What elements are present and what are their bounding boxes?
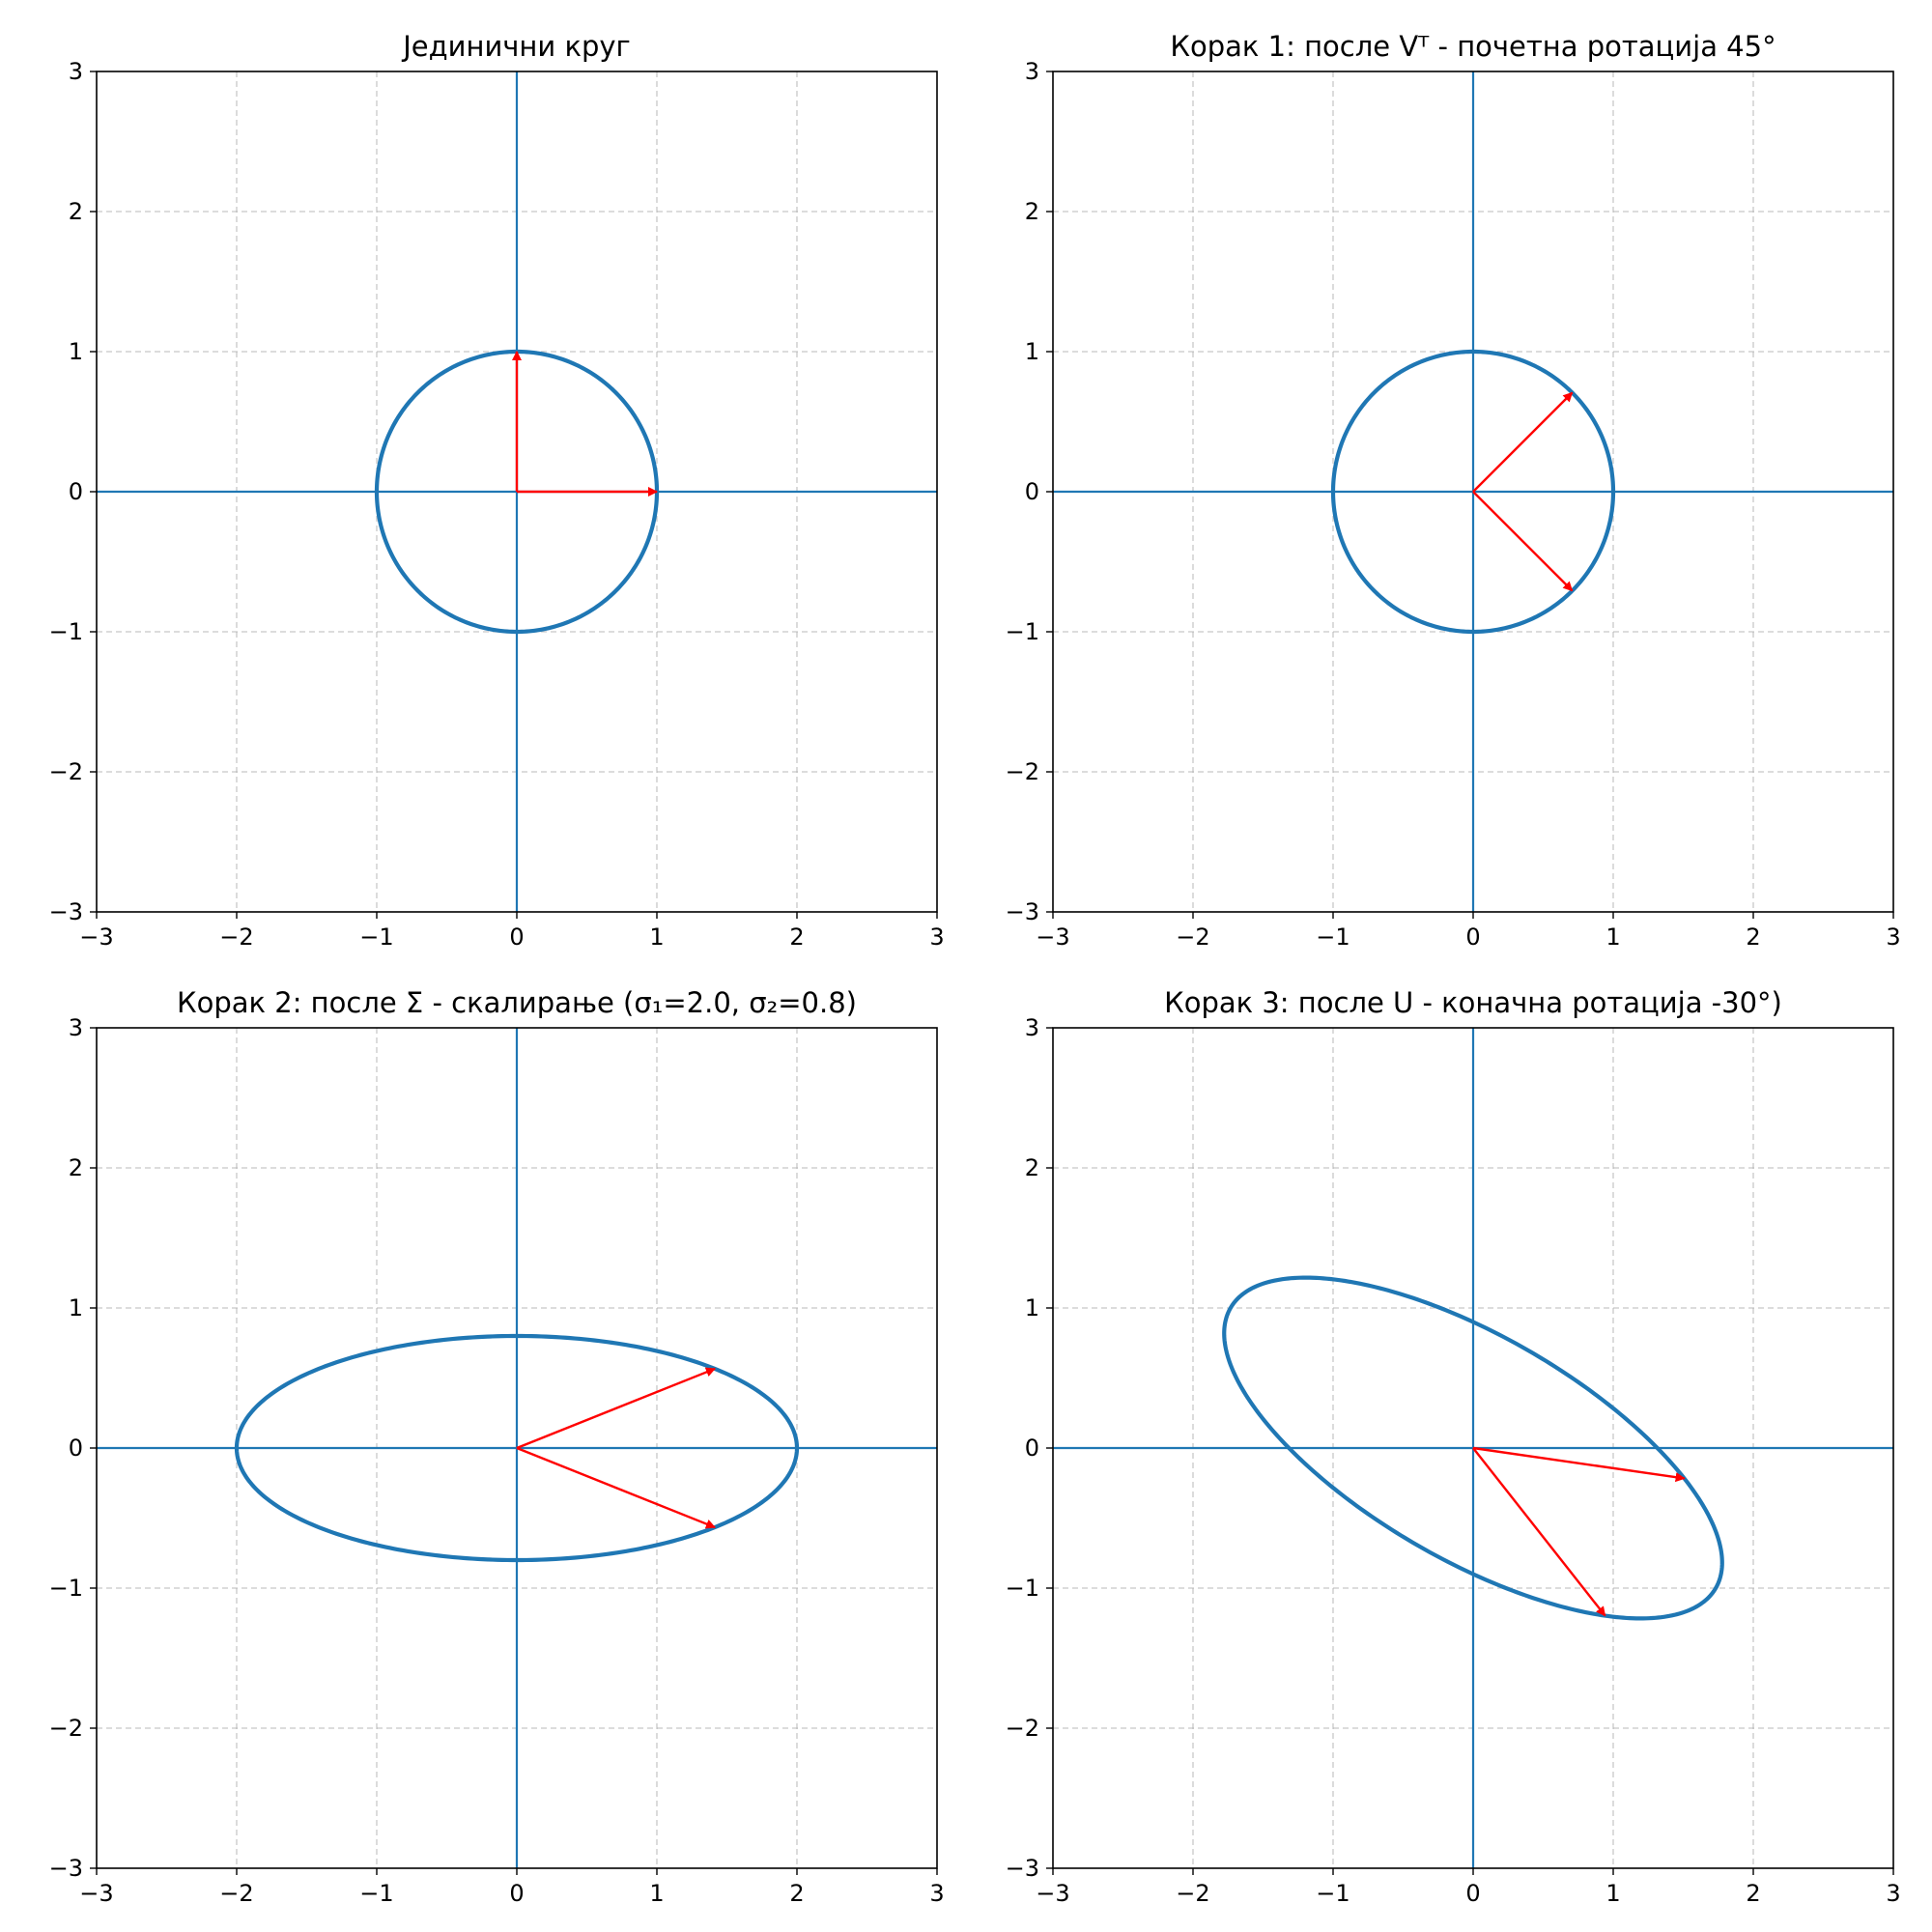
subplot-3: −3 −2 −1 0 1 2 3 −3 −2 −1 0 1 2 3 Корак 2: после Σ - с… (49, 986, 945, 1907)
x-tick-label: −3 (79, 923, 113, 951)
subplot-title: Корак 1: после Vᵀ - почетна ротација 45° (1170, 30, 1776, 63)
x-tick-label: −2 (1176, 923, 1209, 951)
y-tick-label: 1 (1025, 338, 1039, 365)
basis-vector-2 (516, 1446, 716, 1529)
x-tick-label: 2 (1746, 923, 1760, 951)
y-tick-label: 0 (69, 478, 83, 505)
subplot-title: Корак 3: после U - коначна ротација -30°… (1164, 986, 1782, 1019)
basis-vector-1 (1472, 391, 1574, 493)
x-tick-label: 0 (1465, 923, 1480, 951)
x-tick-label: −3 (1036, 1880, 1069, 1907)
x-tick-label: 1 (649, 1880, 664, 1907)
x-tick-label: 3 (929, 1880, 944, 1907)
x-tick-label: −2 (219, 1880, 253, 1907)
y-tick-label: 1 (69, 1294, 83, 1321)
x-tick-label: 0 (509, 923, 524, 951)
x-tick-label: 0 (509, 1880, 524, 1907)
y-tick-label: 1 (69, 338, 83, 365)
basis-vector-1 (1472, 1446, 1686, 1483)
y-tick-label: 2 (69, 1154, 83, 1181)
y-tick-label: −1 (1006, 1575, 1039, 1602)
x-tick-label: −3 (79, 1880, 113, 1907)
y-tick-label: −3 (1006, 1855, 1039, 1882)
transformed-curve (1330, 349, 1616, 635)
y-tick-label: −2 (1006, 1715, 1039, 1742)
transformed-curve (374, 349, 660, 635)
x-tick-label: −2 (1176, 1880, 1209, 1907)
x-tick-label: 1 (1605, 1880, 1620, 1907)
subplot-4: −3 −2 −1 0 1 2 3 −3 −2 −1 0 1 2 3 Корак 3: после U - к… (1006, 986, 1901, 1907)
y-tick-label: 2 (69, 198, 83, 225)
subplot-title: Јединични круг (401, 30, 631, 63)
subplot-2: −3 −2 −1 0 1 2 3 −3 −2 −1 0 1 2 3 Корак 1: после Vᵀ - … (1006, 30, 1901, 951)
x-tick-label: 0 (1465, 1880, 1480, 1907)
basis-vector-1 (516, 1367, 716, 1450)
y-tick-label: −2 (49, 1715, 83, 1742)
y-tick-label: 1 (1025, 1294, 1039, 1321)
x-tick-label: −1 (1316, 1880, 1350, 1907)
y-tick-label: 2 (1025, 198, 1039, 225)
y-tick-label: −2 (1006, 758, 1039, 785)
y-tick-label: −1 (49, 1575, 83, 1602)
y-tick-label: 0 (1025, 478, 1039, 505)
x-tick-label: −1 (1316, 923, 1350, 951)
x-tick-label: 1 (649, 923, 664, 951)
x-tick-label: −1 (359, 923, 393, 951)
x-tick-label: 3 (1886, 923, 1900, 951)
y-tick-label: 2 (1025, 1154, 1039, 1181)
x-tick-label: −1 (359, 1880, 393, 1907)
x-tick-label: 3 (929, 923, 944, 951)
y-tick-label: −1 (1006, 618, 1039, 645)
x-tick-label: −3 (1036, 923, 1069, 951)
basis-vector-2 (1472, 1447, 1606, 1617)
subplot-1: −3 −2 −1 0 1 2 3 −3 −2 −1 0 1 2 3 Јединични круг (49, 30, 945, 951)
y-tick-label: −3 (49, 1855, 83, 1882)
x-tick-label: 3 (1886, 1880, 1900, 1907)
x-tick-label: 2 (1746, 1880, 1760, 1907)
x-tick-label: 2 (789, 1880, 804, 1907)
x-tick-label: 2 (789, 923, 804, 951)
transformed-curve (1222, 1275, 1724, 1621)
x-tick-label: 1 (1605, 923, 1620, 951)
y-tick-label: 0 (69, 1435, 83, 1462)
transformed-curve (234, 1333, 800, 1563)
y-tick-label: −3 (1006, 898, 1039, 925)
y-tick-label: 3 (69, 58, 83, 85)
subplot-title: Корак 2: после Σ - скалирање (σ₁=2.0, σ₂… (177, 986, 857, 1019)
basis-vector-2 (1472, 491, 1574, 592)
x-tick-label: −2 (219, 923, 253, 951)
y-tick-label: 3 (1025, 58, 1039, 85)
y-tick-label: 0 (1025, 1435, 1039, 1462)
y-tick-label: −2 (49, 758, 83, 785)
y-tick-label: −1 (49, 618, 83, 645)
y-tick-label: −3 (49, 898, 83, 925)
y-tick-label: 3 (1025, 1014, 1039, 1041)
y-tick-label: 3 (69, 1014, 83, 1041)
